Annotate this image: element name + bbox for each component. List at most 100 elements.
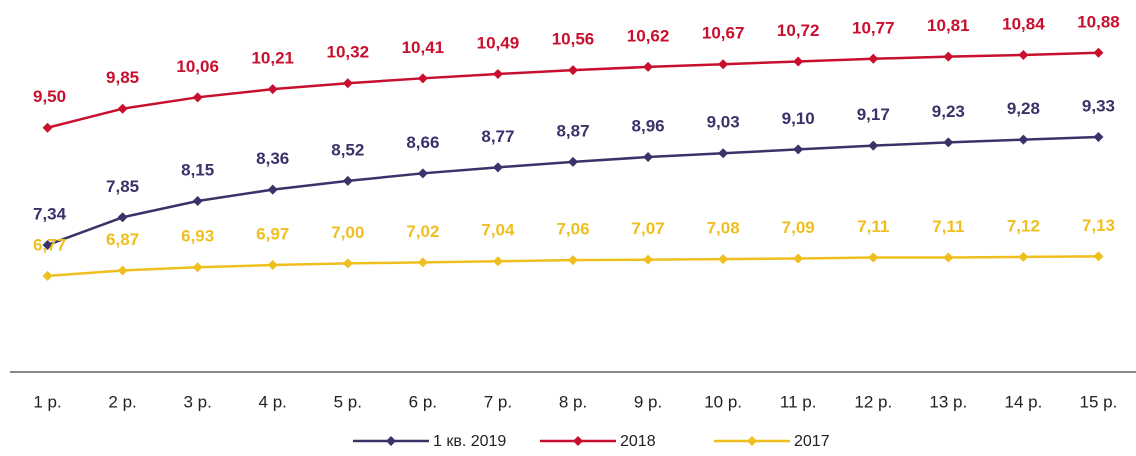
x-tick-label: 9 р.	[634, 392, 662, 411]
point	[417, 257, 428, 268]
value-label: 10,06	[176, 57, 219, 76]
legend-label: 1 кв. 2019	[433, 433, 506, 450]
x-tick-label: 12 р.	[854, 392, 892, 411]
point	[1018, 251, 1029, 262]
point	[943, 51, 954, 62]
value-label: 10,21	[251, 49, 294, 68]
point	[267, 84, 278, 95]
point	[793, 56, 804, 67]
point	[342, 175, 353, 186]
point	[943, 252, 954, 263]
value-label: 10,49	[477, 33, 520, 52]
value-label: 7,02	[406, 222, 439, 241]
value-label: 7,07	[632, 219, 665, 238]
value-label: 8,66	[406, 133, 439, 152]
value-label: 10,88	[1077, 12, 1120, 31]
value-label: 8,96	[632, 117, 665, 136]
value-label: 10,84	[1002, 14, 1045, 33]
point	[117, 103, 128, 114]
point	[643, 61, 654, 72]
point	[417, 168, 428, 179]
value-label: 10,77	[852, 18, 895, 37]
point	[267, 260, 278, 271]
value-label: 7,09	[782, 218, 815, 237]
value-label: 9,10	[782, 109, 815, 128]
point	[492, 162, 503, 173]
value-label: 7,85	[106, 177, 139, 196]
value-label: 6,97	[256, 225, 289, 244]
value-label: 7,12	[1007, 216, 1040, 235]
x-tick-label: 11 р.	[780, 392, 817, 411]
value-label: 7,08	[707, 219, 740, 238]
point	[192, 92, 203, 103]
point	[342, 78, 353, 89]
point	[568, 156, 578, 167]
value-label: 10,72	[777, 21, 820, 40]
x-tick-label: 10 р.	[704, 392, 742, 411]
value-label: 8,87	[556, 121, 589, 140]
legend-marker	[747, 436, 757, 446]
x-tick-label: 4 р.	[259, 392, 287, 411]
point	[1018, 49, 1029, 60]
value-label: 9,28	[1007, 99, 1040, 118]
value-label: 9,85	[106, 68, 139, 87]
x-tick-label: 7 р.	[484, 392, 512, 411]
value-label: 9,23	[932, 102, 965, 121]
x-tick-label: 14 р.	[1004, 392, 1042, 411]
point	[718, 59, 729, 70]
x-tick-label: 15 р.	[1080, 392, 1118, 411]
value-label: 6,87	[106, 230, 139, 249]
point	[42, 122, 53, 133]
legend-label: 2018	[620, 433, 656, 450]
point	[1018, 134, 1029, 145]
point	[793, 144, 804, 155]
value-label: 7,04	[481, 221, 515, 240]
value-label: 10,67	[702, 24, 745, 43]
x-tick-label: 8 р.	[559, 392, 587, 411]
point	[793, 253, 804, 264]
point	[943, 137, 954, 148]
value-label: 8,77	[481, 127, 514, 146]
value-label: 8,52	[331, 140, 364, 159]
x-tick-label: 3 р.	[183, 392, 211, 411]
point	[868, 252, 879, 263]
point	[1093, 131, 1104, 142]
x-tick-label: 1 р.	[33, 392, 61, 411]
x-tick-label: 6 р.	[409, 392, 437, 411]
value-label: 7,13	[1082, 216, 1115, 235]
point	[492, 256, 503, 267]
value-label: 10,62	[627, 26, 670, 45]
value-label: 9,50	[33, 87, 66, 106]
point	[718, 254, 729, 265]
point	[868, 140, 879, 151]
value-label: 8,15	[181, 160, 214, 179]
value-label: 7,00	[331, 223, 364, 242]
value-label: 10,41	[402, 38, 445, 57]
value-label: 7,34	[33, 204, 67, 223]
value-label: 7,11	[932, 217, 964, 236]
value-label: 9,03	[707, 113, 740, 132]
value-label: 10,32	[327, 43, 370, 62]
value-label: 10,81	[927, 16, 970, 35]
point	[117, 265, 128, 276]
point	[117, 212, 128, 223]
x-tick-label: 2 р.	[108, 392, 136, 411]
legend-label: 2017	[794, 433, 830, 450]
value-label: 7,06	[556, 220, 589, 239]
legend-marker	[573, 436, 583, 446]
point	[267, 184, 278, 195]
value-label: 6,77	[33, 235, 66, 254]
point	[718, 148, 729, 159]
point	[1093, 251, 1104, 262]
point	[868, 53, 879, 64]
point	[42, 239, 53, 250]
point	[492, 68, 503, 79]
point	[568, 65, 578, 76]
value-label: 10,56	[552, 30, 595, 49]
value-label: 9,33	[1082, 96, 1115, 115]
point	[643, 152, 654, 163]
point	[417, 73, 428, 84]
value-label: 8,36	[256, 149, 289, 168]
legend-marker	[386, 436, 396, 446]
